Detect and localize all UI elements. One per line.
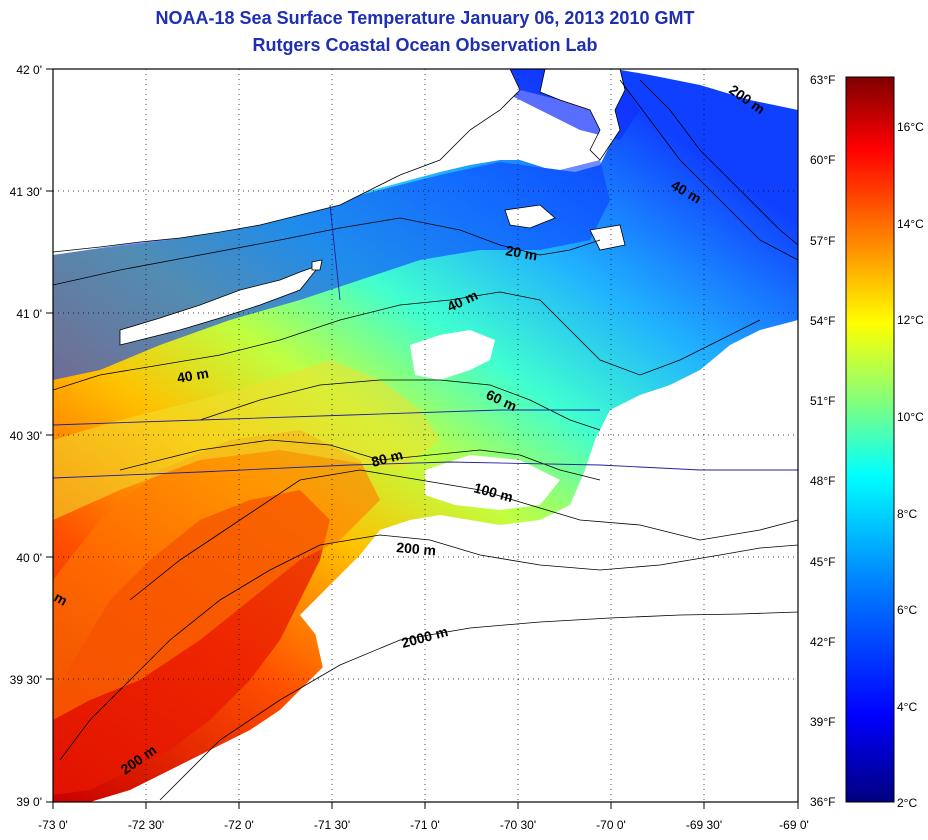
contour-label: 200 m <box>396 539 437 558</box>
lon-label: -70 30' <box>500 818 536 832</box>
lat-label: 41 0' <box>16 307 42 321</box>
lat-label: 40 30' <box>10 429 42 443</box>
colorbar-f-label: 39°F <box>810 715 835 729</box>
land-marthas-vineyard <box>504 204 556 229</box>
colorbar-f-label: 60°F <box>810 153 835 167</box>
longitude-labels: -73 0' -72 30' -72 0' -71 30' -71 0' -70… <box>38 818 809 832</box>
map-title: NOAA-18 Sea Surface Temperature January … <box>155 8 695 28</box>
contour-20m <box>53 217 601 286</box>
colorbar-f-label: 48°F <box>810 474 835 488</box>
lon-label: -71 30' <box>314 818 350 832</box>
land-cape-cod <box>539 69 626 161</box>
colorbar-celsius-labels: 16°C 14°C 12°C 10°C 8°C 6°C 4°C 2°C <box>897 120 924 810</box>
colorbar-c-label: 4°C <box>897 700 917 714</box>
colorbar-c-label: 16°C <box>897 120 924 134</box>
land-long-island <box>119 264 322 346</box>
colorbar-c-label: 2°C <box>897 796 917 810</box>
contour-label: 40 m <box>176 365 210 386</box>
latitude-labels: 42 0' 41 30' 41 0' 40 30' 40 0' 39 30' 3… <box>10 63 42 809</box>
map-subtitle: Rutgers Coastal Ocean Observation Lab <box>252 35 598 55</box>
lat-label: 39 30' <box>10 673 42 687</box>
contour-60m <box>199 379 601 431</box>
colorbar-f-label: 45°F <box>810 555 835 569</box>
colorbar-f-label: 51°F <box>810 394 835 408</box>
contour-100m <box>129 469 798 601</box>
colorbar-f-label: 42°F <box>810 635 835 649</box>
colorbar-f-label: 57°F <box>810 234 835 248</box>
bathymetry-contours <box>53 79 798 801</box>
contour-label: 20 m <box>504 242 538 263</box>
lon-label: -69 30' <box>686 818 722 832</box>
colorbar-c-label: 8°C <box>897 507 917 521</box>
lat-label: 39 0' <box>16 795 42 809</box>
colorbar-c-label: 12°C <box>897 313 924 327</box>
lon-label: -72 0' <box>224 818 254 832</box>
colorbar-f-label: 63°F <box>810 73 835 87</box>
lon-label: -73 0' <box>38 818 68 832</box>
map-area: 200 m 40 m 20 m 40 m 40 m 60 m 80 m 100 … <box>53 69 798 802</box>
cloud-patch <box>595 395 798 550</box>
contour-shelf-east-2 <box>639 79 798 246</box>
colorbar-f-label: 36°F <box>810 795 835 809</box>
land-connecticut-ri <box>53 69 521 253</box>
lat-label: 42 0' <box>16 63 42 77</box>
sst-orange-band <box>53 430 380 720</box>
lon-label: -70 0' <box>596 818 626 832</box>
contour-40m <box>53 291 761 391</box>
contour-80m <box>119 439 601 481</box>
shipping-lanes <box>53 204 798 479</box>
cloud-patch <box>700 320 798 400</box>
land-block-island <box>311 259 323 271</box>
lon-label: -69 0' <box>779 818 809 832</box>
lon-label: -72 30' <box>128 818 164 832</box>
lon-label: -71 0' <box>410 818 440 832</box>
cloud-patch <box>425 455 560 510</box>
contour-2000m <box>159 611 798 801</box>
colorbar-c-label: 14°C <box>897 217 924 231</box>
land-nantucket <box>589 224 626 251</box>
lat-label: 40 0' <box>16 551 42 565</box>
graticule <box>53 69 798 802</box>
sst-yellow-band <box>53 360 440 520</box>
cloud-patch <box>300 545 798 802</box>
colorbar-fahrenheit-labels: 63°F 60°F 57°F 54°F 51°F 48°F 45°F 42°F … <box>810 73 835 809</box>
contour-label: 80 m <box>370 446 405 470</box>
lat-label: 41 30' <box>10 185 42 199</box>
colorbar-c-label: 6°C <box>897 603 917 617</box>
colorbar-f-label: 54°F <box>810 314 835 328</box>
colorbar-c-label: 10°C <box>897 410 924 424</box>
map-tick-marks <box>46 68 799 809</box>
contour-200m <box>59 534 798 761</box>
contour-shelf-east <box>619 79 798 261</box>
cloud-patch <box>410 330 495 380</box>
colorbar <box>845 76 895 803</box>
